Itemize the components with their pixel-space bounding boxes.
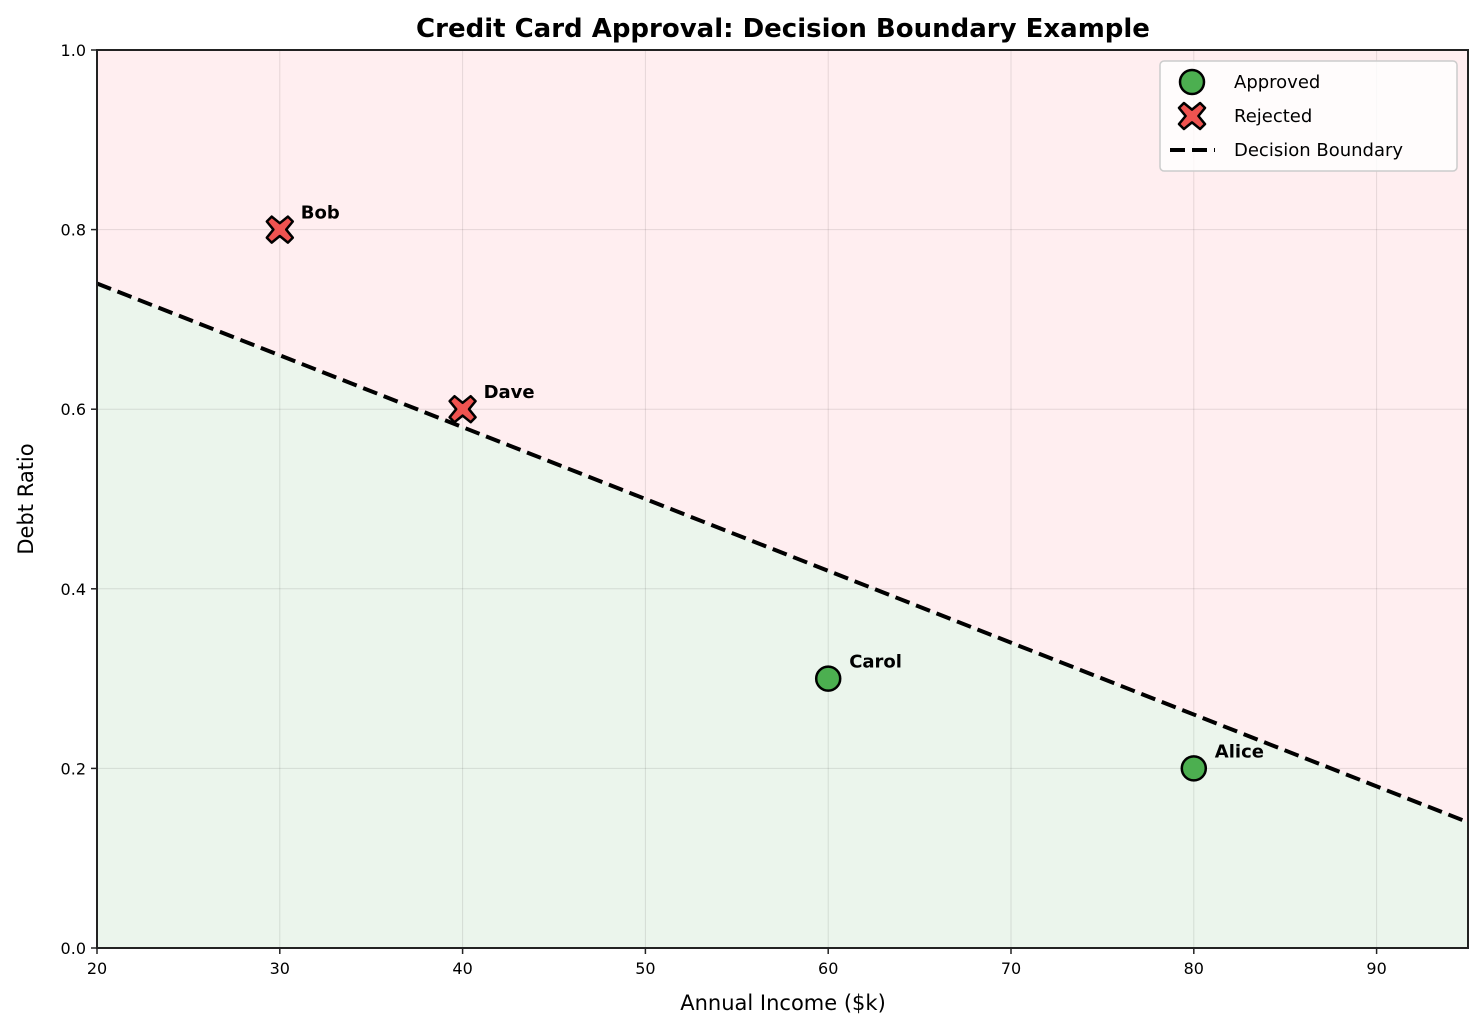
decision-boundary-line	[96, 281, 1469, 825]
point-label-bob: Bob	[301, 203, 340, 224]
y-tick-label: 0.8	[61, 221, 86, 240]
x-tick-label: 20	[87, 959, 107, 978]
point-label-carol: Carol	[849, 652, 902, 673]
x-tick-label: 30	[270, 959, 290, 978]
y-axis-label: Debt Ratio	[14, 443, 38, 554]
rejected-point-dave	[448, 394, 477, 424]
axes-frame	[96, 49, 1469, 949]
legend-label-rejected: Rejected	[1234, 106, 1312, 127]
x-tick-label: 80	[1184, 959, 1204, 978]
approved-region	[97, 283, 1468, 949]
chart-title: Credit Card Approval: Decision Boundary …	[416, 14, 1150, 44]
legend-rejected-icon	[1177, 101, 1207, 131]
legend-approved-icon	[1178, 68, 1206, 96]
legend-box	[1159, 60, 1458, 172]
legend-label-boundary: Decision Boundary	[1234, 140, 1403, 161]
x-tick-label: 90	[1366, 959, 1386, 978]
x-tick-label: 60	[818, 959, 838, 978]
x-tick-label: 40	[452, 959, 472, 978]
y-tick-label: 0.2	[61, 759, 86, 778]
plot-area: Alice Carol Bob Dave	[96, 49, 1469, 949]
y-tick-label: 0.4	[61, 580, 86, 599]
point-label-alice: Alice	[1215, 741, 1264, 762]
approved-point-carol	[814, 665, 842, 692]
approved-point-alice	[1180, 755, 1208, 782]
y-tick-label: 0.6	[61, 400, 86, 419]
legend: Approved Rejected Decision Boundary	[1159, 60, 1458, 172]
y-tick-label: 0.0	[61, 939, 86, 958]
x-axis-label: Annual Income ($k)	[680, 991, 886, 1015]
x-tick-label: 50	[635, 959, 655, 978]
rejected-point-bob	[265, 215, 295, 244]
x-tick-label: 70	[1001, 959, 1021, 978]
y-tick-label: 1.0	[61, 41, 86, 60]
legend-label-approved: Approved	[1234, 72, 1320, 93]
point-label-dave: Dave	[484, 382, 535, 403]
